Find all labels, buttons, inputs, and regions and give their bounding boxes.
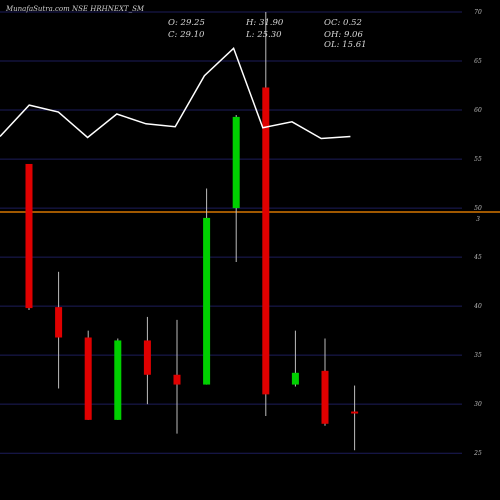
oh-value: OH: 9.06	[324, 30, 363, 40]
candles	[25, 12, 359, 451]
horizontal-reference: 3	[0, 211, 500, 223]
y-tick-30: 30	[474, 401, 482, 408]
oc-value: OC: 0.52	[324, 18, 362, 28]
overlay-line	[0, 46, 351, 140]
candle-body-1	[25, 163, 33, 309]
candle-body-5	[143, 340, 151, 375]
candle-body-7	[203, 217, 211, 385]
open-value: O: 29.25	[168, 18, 205, 28]
overlay-series-line	[0, 46, 351, 140]
candle-body-10	[291, 372, 299, 385]
candle-body-3	[84, 337, 92, 420]
close-value: C: 29.10	[168, 30, 205, 40]
y-tick-50: 50	[474, 205, 482, 212]
chart-title: MunafaSutra.com NSE HRHNEXT_SM	[6, 5, 145, 13]
y-tick-35: 35	[474, 352, 482, 359]
candle-body-11	[321, 370, 329, 424]
y-tick-40: 40	[473, 303, 482, 310]
candle-body-2	[55, 307, 63, 338]
y-tick-70: 70	[474, 9, 482, 16]
y-tick-65: 65	[474, 58, 482, 65]
high-value: H: 31.90	[246, 18, 284, 28]
y-axis-ticks: 25 30 35 40 45 50 55 60 65 70	[473, 9, 482, 457]
candle-body-8	[232, 116, 240, 209]
reference-line-label: 3	[476, 216, 480, 223]
candle-body-6	[173, 374, 181, 385]
grid-lines	[0, 11, 462, 454]
y-tick-45: 45	[473, 254, 482, 261]
low-value: L: 25.30	[246, 30, 282, 40]
candle-body-9	[262, 87, 270, 395]
y-tick-55: 55	[474, 156, 482, 163]
y-tick-25: 25	[473, 450, 482, 457]
y-tick-60: 60	[474, 107, 482, 114]
candle-body-12	[351, 411, 359, 414]
candle-body-4	[114, 340, 122, 420]
ol-value: OL: 15.61	[324, 40, 367, 50]
